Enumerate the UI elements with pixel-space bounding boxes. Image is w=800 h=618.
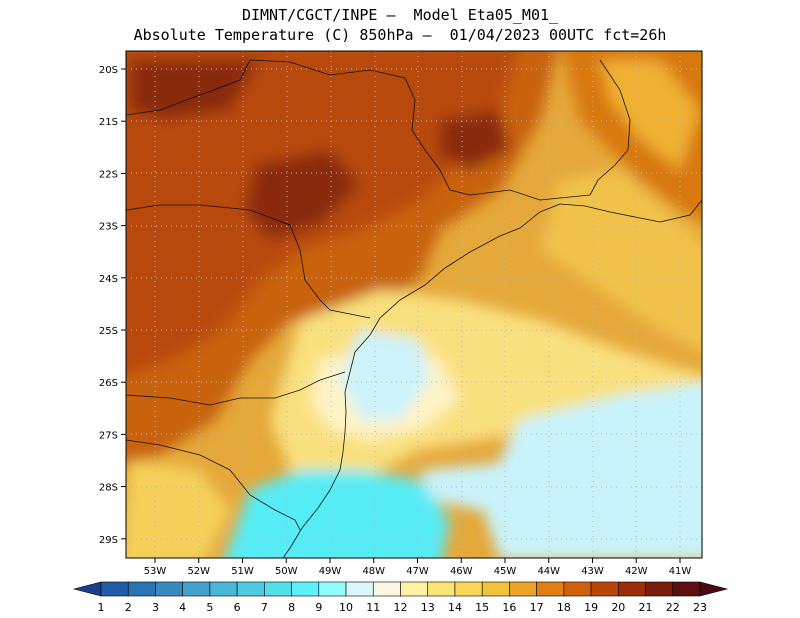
colorbar-label: 12 bbox=[394, 601, 408, 614]
colorbar-cell bbox=[209, 581, 238, 597]
colorbar-cell bbox=[645, 581, 674, 597]
colorbar-label: 15 bbox=[475, 601, 489, 614]
lat-tick-label: 28S bbox=[99, 483, 118, 494]
colorbar-label: 2 bbox=[125, 601, 132, 614]
colorbar-right-arrow bbox=[699, 581, 729, 597]
longitude-ticks: 53W 52W 51W 50W 49W 48W 47W 46W 45W 44W 43W 42W 41W bbox=[144, 558, 692, 577]
colorbar-cell bbox=[291, 581, 320, 597]
colorbar-label: 11 bbox=[366, 601, 380, 614]
colorbar-cell bbox=[590, 581, 619, 597]
chart-title-line1: DIMNT/CGCT/INPE — Model Eta05_M01_ bbox=[241, 6, 559, 24]
lon-tick-label: 52W bbox=[187, 566, 210, 577]
lat-tick-label: 29S bbox=[99, 535, 118, 546]
lat-tick-label: 24S bbox=[99, 274, 118, 285]
colorbar-label: 20 bbox=[611, 601, 625, 614]
colorbar-cell bbox=[672, 581, 701, 597]
colorbar-label: 5 bbox=[206, 601, 213, 614]
lon-tick-label: 49W bbox=[319, 566, 342, 577]
colorbar-cell bbox=[100, 581, 129, 597]
map-frame bbox=[125, 50, 703, 559]
colorbar-cell bbox=[155, 581, 183, 597]
colorbar-label: 18 bbox=[557, 601, 571, 614]
lat-tick-label: 23S bbox=[99, 222, 118, 233]
border-rj bbox=[539, 194, 591, 201]
lon-tick-label: 45W bbox=[494, 566, 517, 577]
coastline bbox=[282, 199, 702, 558]
colorbar-label: 22 bbox=[666, 601, 680, 614]
border-pr-sc bbox=[126, 371, 346, 406]
lon-tick-label: 51W bbox=[231, 566, 254, 577]
colorbar-label: 4 bbox=[179, 601, 186, 614]
border-sp-pr bbox=[126, 204, 371, 319]
lon-tick-label: 43W bbox=[581, 566, 604, 577]
colorbar-label: 13 bbox=[421, 601, 435, 614]
colorbar-label: 6 bbox=[234, 601, 241, 614]
colorbar-label: 10 bbox=[339, 601, 353, 614]
colorbar-label: 23 bbox=[693, 601, 707, 614]
colorbar-cell bbox=[618, 581, 646, 597]
lon-tick-label: 42W bbox=[625, 566, 648, 577]
colorbar-left-arrow bbox=[72, 581, 102, 597]
lon-tick-label: 47W bbox=[406, 566, 429, 577]
colorbar-cell bbox=[454, 581, 483, 597]
lat-tick-label: 21S bbox=[99, 117, 118, 128]
latitude-ticks: 20S 21S 22S 23S 24S 25S 26S 27S 28S 29S bbox=[99, 65, 126, 546]
border-sc-rs bbox=[126, 439, 301, 531]
colorbar-cell bbox=[563, 581, 592, 597]
colorbar-label: 21 bbox=[639, 601, 653, 614]
colorbar-label: 8 bbox=[288, 601, 295, 614]
border-ms-sp bbox=[126, 59, 251, 116]
colorbar-cell bbox=[264, 581, 292, 597]
colorbar-cell bbox=[127, 581, 156, 597]
lon-tick-label: 50W bbox=[275, 566, 298, 577]
colorbar-cell bbox=[400, 581, 429, 597]
colorbar-cell bbox=[509, 581, 537, 597]
colorbar-label: 3 bbox=[152, 601, 159, 614]
lat-tick-label: 25S bbox=[99, 326, 118, 337]
temperature-field bbox=[126, 51, 702, 558]
lon-tick-label: 53W bbox=[144, 566, 167, 577]
colorbar-cell bbox=[481, 581, 510, 597]
lat-tick-label: 20S bbox=[99, 65, 118, 76]
colorbar-label: 16 bbox=[502, 601, 516, 614]
colorbar-cell bbox=[182, 581, 211, 597]
colorbar-cell bbox=[427, 581, 456, 597]
colorbar-label: 19 bbox=[584, 601, 598, 614]
lon-tick-label: 41W bbox=[669, 566, 692, 577]
graticule bbox=[126, 51, 702, 558]
lat-tick-label: 22S bbox=[99, 169, 118, 180]
colorbar-label: 9 bbox=[315, 601, 322, 614]
colorbar-label: 17 bbox=[530, 601, 544, 614]
colorbar-cell bbox=[372, 581, 401, 597]
colorbar: 1 2 3 4 5 6 7 8 9 10 11 12 13 14 15 16 17 18 19 20 21 22 23 bbox=[72, 581, 729, 614]
colorbar-cell bbox=[236, 581, 265, 597]
lon-tick-label: 46W bbox=[450, 566, 473, 577]
lon-tick-label: 44W bbox=[537, 566, 560, 577]
border-mg-sp bbox=[249, 59, 541, 201]
colorbar-cell bbox=[536, 581, 565, 597]
chart-title-line2: Absolute Temperature (C) 850hPa — 01/04/… bbox=[133, 26, 667, 44]
colorbar-label: 7 bbox=[261, 601, 268, 614]
lon-tick-label: 48W bbox=[362, 566, 385, 577]
lat-tick-label: 26S bbox=[99, 378, 118, 389]
colorbar-label: 1 bbox=[98, 601, 105, 614]
colorbar-label: 14 bbox=[448, 601, 462, 614]
border-mg-es bbox=[589, 59, 631, 196]
colorbar-cell bbox=[345, 581, 374, 597]
lat-tick-label: 27S bbox=[99, 430, 118, 441]
colorbar-cell bbox=[318, 581, 347, 597]
boundaries bbox=[126, 59, 702, 558]
